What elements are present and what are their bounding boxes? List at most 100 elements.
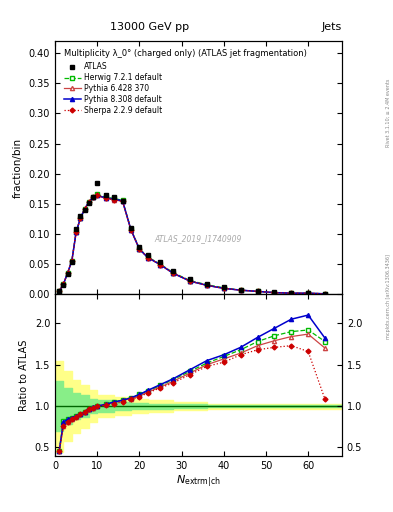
Herwig 7.2.1 default <box>65 270 70 276</box>
Herwig 7.2.1 default <box>95 191 99 197</box>
Herwig 7.2.1 default <box>78 215 83 221</box>
Herwig 7.2.1 default <box>61 281 66 287</box>
ATLAS <box>112 194 116 200</box>
Pythia 8.308 default <box>61 281 66 287</box>
Sherpa 2.2.9 default <box>82 206 87 212</box>
Pythia 6.428 370 <box>272 289 277 295</box>
Pythia 8.308 default <box>91 194 95 200</box>
Pythia 6.428 370 <box>70 258 74 264</box>
Pythia 8.308 default <box>74 229 79 236</box>
Pythia 8.308 default <box>78 215 83 221</box>
Pythia 6.428 370 <box>289 290 294 296</box>
Line: Sherpa 2.2.9 default: Sherpa 2.2.9 default <box>57 194 327 295</box>
Pythia 8.308 default <box>306 290 310 296</box>
Herwig 7.2.1 default <box>57 288 62 294</box>
Herwig 7.2.1 default <box>272 289 277 295</box>
Herwig 7.2.1 default <box>129 226 133 232</box>
Sherpa 2.2.9 default <box>78 215 83 221</box>
Line: Herwig 7.2.1 default: Herwig 7.2.1 default <box>57 192 327 296</box>
Pythia 6.428 370 <box>129 227 133 233</box>
ATLAS <box>188 276 193 283</box>
ATLAS <box>129 225 133 231</box>
Herwig 7.2.1 default <box>289 290 294 296</box>
Herwig 7.2.1 default <box>238 287 243 293</box>
Pythia 6.428 370 <box>204 282 209 288</box>
Text: ATLAS_2019_I1740909: ATLAS_2019_I1740909 <box>155 234 242 243</box>
ATLAS <box>61 282 66 288</box>
ATLAS <box>137 244 142 250</box>
ATLAS <box>103 192 108 198</box>
ATLAS <box>171 268 176 274</box>
ATLAS <box>158 260 163 266</box>
Herwig 7.2.1 default <box>103 194 108 200</box>
Herwig 7.2.1 default <box>255 288 260 294</box>
ATLAS <box>221 284 226 290</box>
Pythia 6.428 370 <box>65 270 70 276</box>
Sherpa 2.2.9 default <box>255 288 260 294</box>
Herwig 7.2.1 default <box>306 290 310 296</box>
ATLAS <box>95 180 99 186</box>
Pythia 8.308 default <box>188 278 193 284</box>
Pythia 8.308 default <box>238 287 243 293</box>
ATLAS <box>74 226 79 232</box>
Pythia 8.308 default <box>323 291 327 297</box>
ATLAS <box>91 194 95 200</box>
Line: Pythia 6.428 370: Pythia 6.428 370 <box>57 194 327 296</box>
Pythia 8.308 default <box>221 285 226 291</box>
Herwig 7.2.1 default <box>323 291 327 297</box>
Text: mcplots.cern.ch [arXiv:1306.3436]: mcplots.cern.ch [arXiv:1306.3436] <box>386 254 391 339</box>
Pythia 8.308 default <box>82 206 87 212</box>
Text: Jets: Jets <box>321 22 342 32</box>
ATLAS <box>86 200 91 206</box>
Pythia 6.428 370 <box>145 254 150 261</box>
ATLAS <box>306 290 310 296</box>
Sherpa 2.2.9 default <box>158 262 163 268</box>
Pythia 6.428 370 <box>82 206 87 212</box>
Pythia 6.428 370 <box>306 290 310 296</box>
Y-axis label: fraction/bin: fraction/bin <box>13 138 23 198</box>
Sherpa 2.2.9 default <box>61 281 66 287</box>
Herwig 7.2.1 default <box>86 199 91 205</box>
ATLAS <box>204 281 209 287</box>
Sherpa 2.2.9 default <box>91 194 95 200</box>
Y-axis label: Ratio to ATLAS: Ratio to ATLAS <box>19 339 29 411</box>
Pythia 6.428 370 <box>137 246 142 252</box>
Sherpa 2.2.9 default <box>57 288 62 294</box>
Pythia 6.428 370 <box>221 285 226 291</box>
Sherpa 2.2.9 default <box>129 227 133 233</box>
Sherpa 2.2.9 default <box>323 291 327 297</box>
Pythia 8.308 default <box>255 288 260 294</box>
Pythia 6.428 370 <box>255 288 260 294</box>
ATLAS <box>82 207 87 213</box>
Sherpa 2.2.9 default <box>74 229 79 236</box>
Line: ATLAS: ATLAS <box>57 180 327 296</box>
Herwig 7.2.1 default <box>120 197 125 203</box>
Sherpa 2.2.9 default <box>137 246 142 252</box>
Pythia 8.308 default <box>57 288 62 294</box>
Text: 13000 GeV pp: 13000 GeV pp <box>110 22 189 32</box>
ATLAS <box>145 252 150 258</box>
X-axis label: $N_\mathregular{extrm|ch}$: $N_\mathregular{extrm|ch}$ <box>176 473 221 489</box>
Pythia 8.308 default <box>145 254 150 261</box>
Herwig 7.2.1 default <box>158 261 163 267</box>
Sherpa 2.2.9 default <box>306 290 310 296</box>
Pythia 8.308 default <box>65 270 70 276</box>
Pythia 8.308 default <box>95 193 99 199</box>
Sherpa 2.2.9 default <box>103 196 108 202</box>
ATLAS <box>289 289 294 295</box>
Herwig 7.2.1 default <box>171 270 176 276</box>
Pythia 6.428 370 <box>91 194 95 200</box>
Sherpa 2.2.9 default <box>70 258 74 264</box>
Pythia 8.308 default <box>120 198 125 204</box>
Pythia 6.428 370 <box>86 199 91 205</box>
ATLAS <box>120 198 125 204</box>
Sherpa 2.2.9 default <box>204 282 209 288</box>
Legend: ATLAS, Herwig 7.2.1 default, Pythia 6.428 370, Pythia 8.308 default, Sherpa 2.2.: ATLAS, Herwig 7.2.1 default, Pythia 6.42… <box>62 60 164 117</box>
Herwig 7.2.1 default <box>204 282 209 288</box>
Herwig 7.2.1 default <box>74 229 79 236</box>
Sherpa 2.2.9 default <box>120 198 125 204</box>
Pythia 8.308 default <box>171 270 176 276</box>
Pythia 6.428 370 <box>103 196 108 202</box>
Pythia 6.428 370 <box>158 262 163 268</box>
Sherpa 2.2.9 default <box>86 199 91 205</box>
